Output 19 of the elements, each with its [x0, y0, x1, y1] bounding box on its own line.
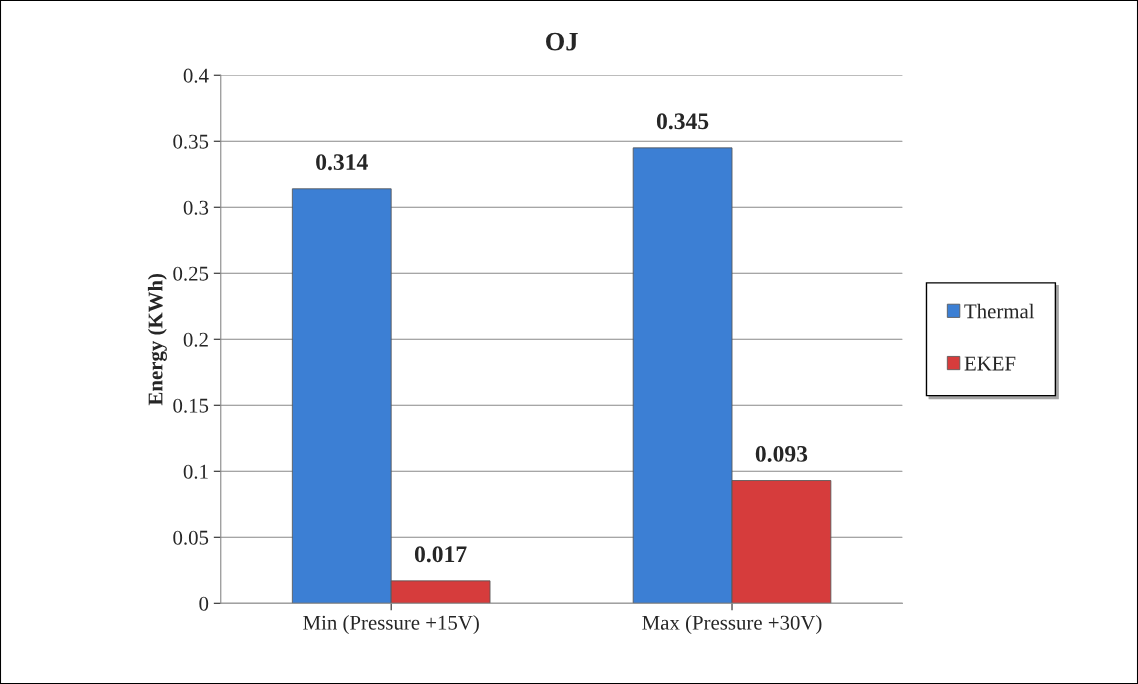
y-tick-label: 0.1	[183, 464, 208, 479]
data-label: 0.093	[755, 445, 808, 462]
x-tick-label: Min (Pressure +15V)	[303, 615, 479, 634]
chart-title: OJ	[546, 32, 578, 51]
y-tick-label: 0.3	[183, 200, 209, 215]
legend-label: EKEF	[964, 356, 1016, 371]
data-label: 0.017	[414, 546, 467, 563]
y-tick-label: 0.4	[183, 68, 209, 83]
y-tick-label: 0.35	[173, 134, 209, 149]
y-axis-title: Energy (KWh)	[147, 273, 167, 406]
x-tick-label: Max (Pressure +30V)	[642, 615, 822, 634]
data-label: 0.314	[316, 154, 368, 171]
legend-label: Thermal	[964, 303, 1035, 319]
y-tick-label: 0.2	[183, 332, 208, 347]
y-tick-label: 0.05	[173, 530, 209, 545]
y-tick-label: 0.25	[173, 266, 209, 281]
y-tick-label: 0	[199, 596, 209, 611]
data-label: 0.345	[656, 113, 709, 130]
y-tick-label: 0.15	[173, 398, 209, 413]
